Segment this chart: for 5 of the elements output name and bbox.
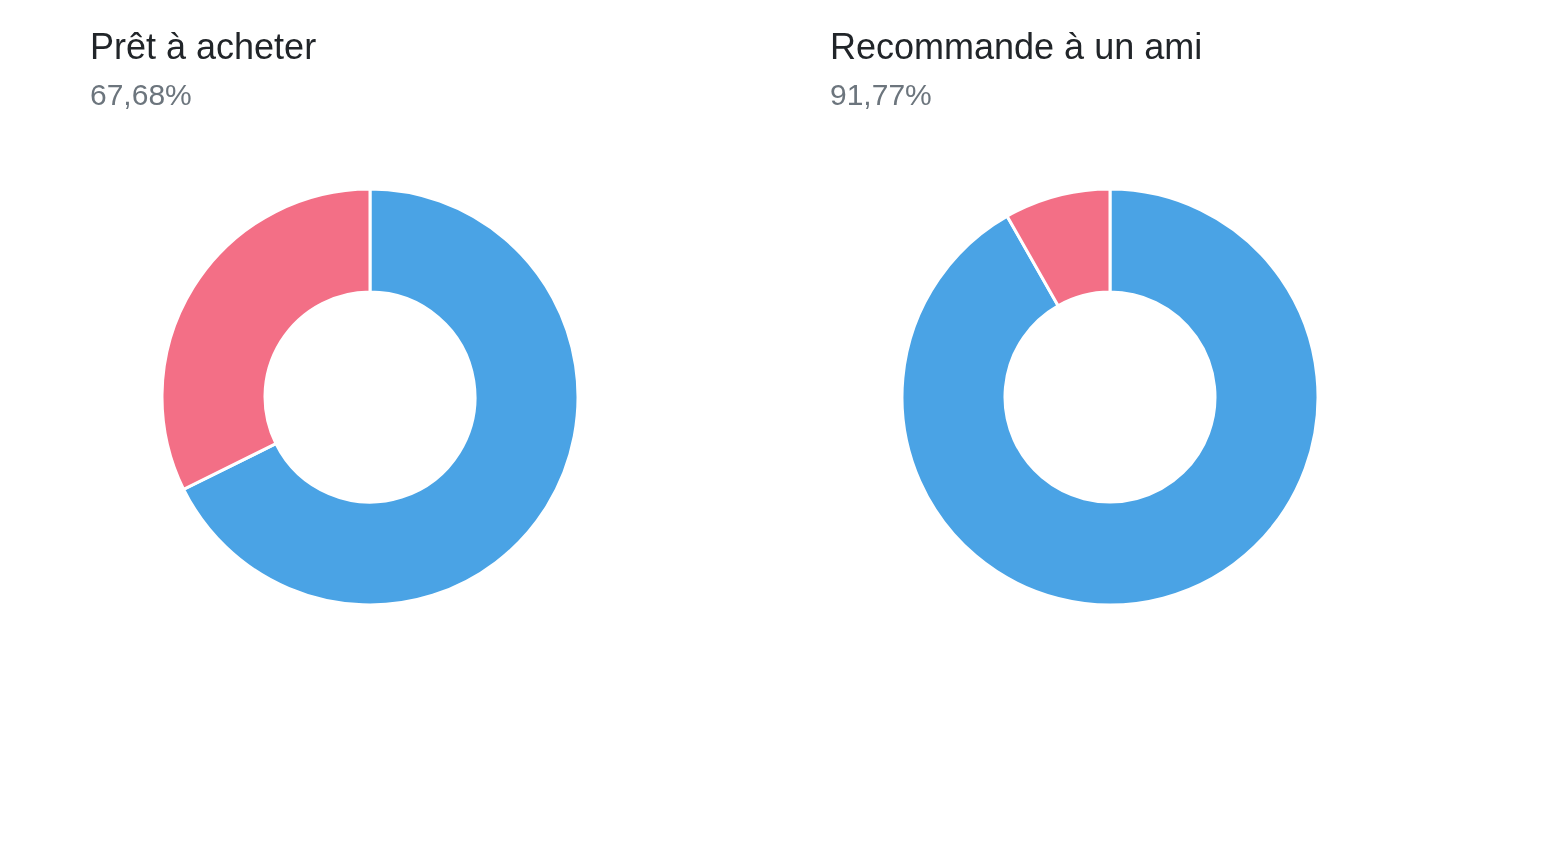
chart-subtitle: 91,77% (830, 78, 932, 111)
donut-slice (900, 187, 1320, 607)
chart-title: Prêt à acheter (90, 26, 317, 67)
chart-title: Recommande à un ami (830, 26, 1203, 67)
chart-subtitle: 67,68% (90, 78, 192, 111)
